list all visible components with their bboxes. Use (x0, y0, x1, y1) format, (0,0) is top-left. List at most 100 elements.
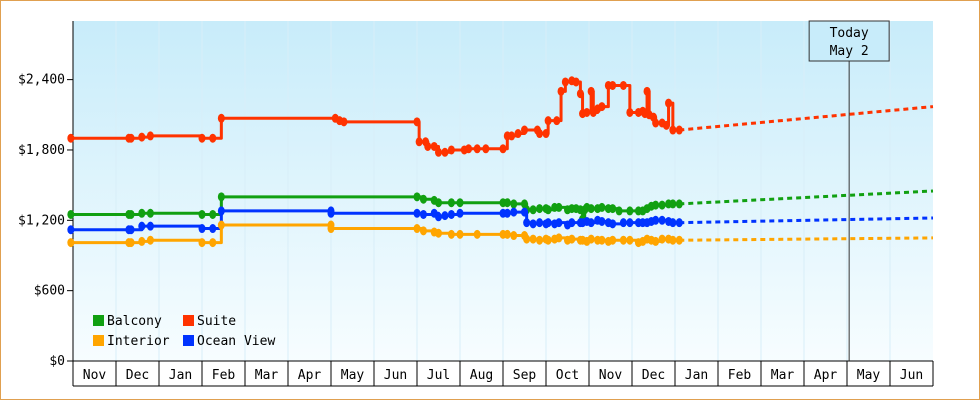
data-point (67, 225, 75, 235)
data-point (419, 226, 427, 236)
forecast-line (679, 105, 934, 132)
data-point (514, 129, 522, 139)
data-point (413, 224, 421, 234)
data-point (198, 224, 206, 234)
y-axis: $0 $600 $1,200 $1,800 $2,400 (18, 21, 74, 369)
x-tick-label: May (857, 368, 881, 383)
x-tick-label: Apr (814, 368, 838, 383)
data-point (217, 220, 225, 230)
data-point (675, 199, 683, 209)
today-date: May 2 (830, 44, 869, 59)
data-point (521, 125, 528, 135)
x-tick-label: Apr (298, 368, 322, 383)
data-point (510, 199, 518, 209)
data-point (447, 198, 455, 208)
data-point (138, 236, 146, 246)
x-tick-label: Feb (728, 368, 752, 383)
data-point (146, 221, 154, 231)
data-point (669, 199, 677, 209)
forecast-line (679, 189, 934, 206)
data-point (430, 141, 438, 151)
data-point (529, 234, 537, 244)
data-point (67, 238, 75, 248)
data-point (615, 206, 623, 216)
data-point (675, 235, 683, 245)
data-point (127, 133, 135, 143)
data-point (544, 205, 552, 215)
data-point (658, 234, 666, 244)
data-point (555, 218, 563, 228)
x-axis: Nov Dec Jan Feb Mar Apr May Jun Jul Aug Sep Oct Nov D… (72, 360, 934, 387)
data-point (576, 89, 584, 99)
data-point (340, 117, 348, 127)
data-point (419, 209, 427, 219)
legend-label: Balcony (107, 314, 162, 329)
data-point (209, 133, 217, 143)
data-point (555, 233, 563, 243)
x-tick-label: May (341, 368, 365, 383)
x-tick-label: Jan (685, 368, 708, 383)
data-point (619, 235, 627, 245)
x-tick-label: Nov (599, 368, 623, 383)
data-point (609, 235, 617, 245)
data-point (587, 204, 595, 214)
data-point (209, 209, 217, 219)
data-point (561, 77, 569, 87)
data-point (503, 229, 511, 239)
data-point (536, 218, 544, 228)
data-point (419, 194, 427, 204)
data-point (626, 235, 634, 245)
data-point (523, 234, 531, 244)
data-point (503, 208, 511, 218)
data-point (587, 234, 595, 244)
y-tick-label: $1,200 (18, 213, 65, 228)
data-point (67, 133, 75, 143)
data-point (424, 141, 432, 151)
data-point (435, 147, 442, 157)
data-point (146, 131, 154, 141)
y-tick-label: $600 (34, 284, 65, 299)
x-tick-label: Jun (900, 368, 923, 383)
data-point (544, 116, 552, 126)
data-point (465, 144, 473, 154)
series-group (67, 220, 683, 248)
data-point (598, 202, 606, 212)
series-group (67, 76, 683, 157)
legend-label: Ocean View (197, 334, 275, 349)
data-point (217, 192, 225, 202)
data-point (447, 209, 455, 219)
data-point (499, 144, 507, 154)
series-group (67, 192, 683, 224)
data-point (557, 86, 565, 96)
x-tick-label: Nov (83, 368, 107, 383)
data-point (529, 219, 537, 229)
x-tick-label: Mar (255, 368, 279, 383)
x-tick-label: Dec (642, 368, 665, 383)
data-point (658, 215, 666, 225)
data-point (598, 216, 606, 226)
today-label: Today (830, 26, 869, 41)
data-point (510, 231, 518, 241)
data-point (658, 200, 666, 210)
data-point (327, 208, 335, 218)
data-point (652, 118, 660, 128)
data-point (198, 209, 206, 219)
data-point (572, 77, 580, 87)
data-point (447, 145, 455, 155)
data-point (138, 208, 146, 218)
data-point (127, 225, 135, 235)
x-tick-label: Jul (427, 368, 450, 383)
forecast-line (679, 236, 934, 242)
data-point (456, 229, 464, 239)
data-point (544, 235, 552, 245)
data-point (555, 202, 563, 212)
series-group (67, 206, 683, 235)
data-point (587, 218, 595, 228)
data-point (146, 208, 154, 218)
legend-swatch (93, 335, 104, 346)
forecast-lines (679, 105, 934, 242)
legend-swatch (183, 335, 194, 346)
data-point (587, 86, 595, 96)
legend-swatch (93, 315, 104, 326)
